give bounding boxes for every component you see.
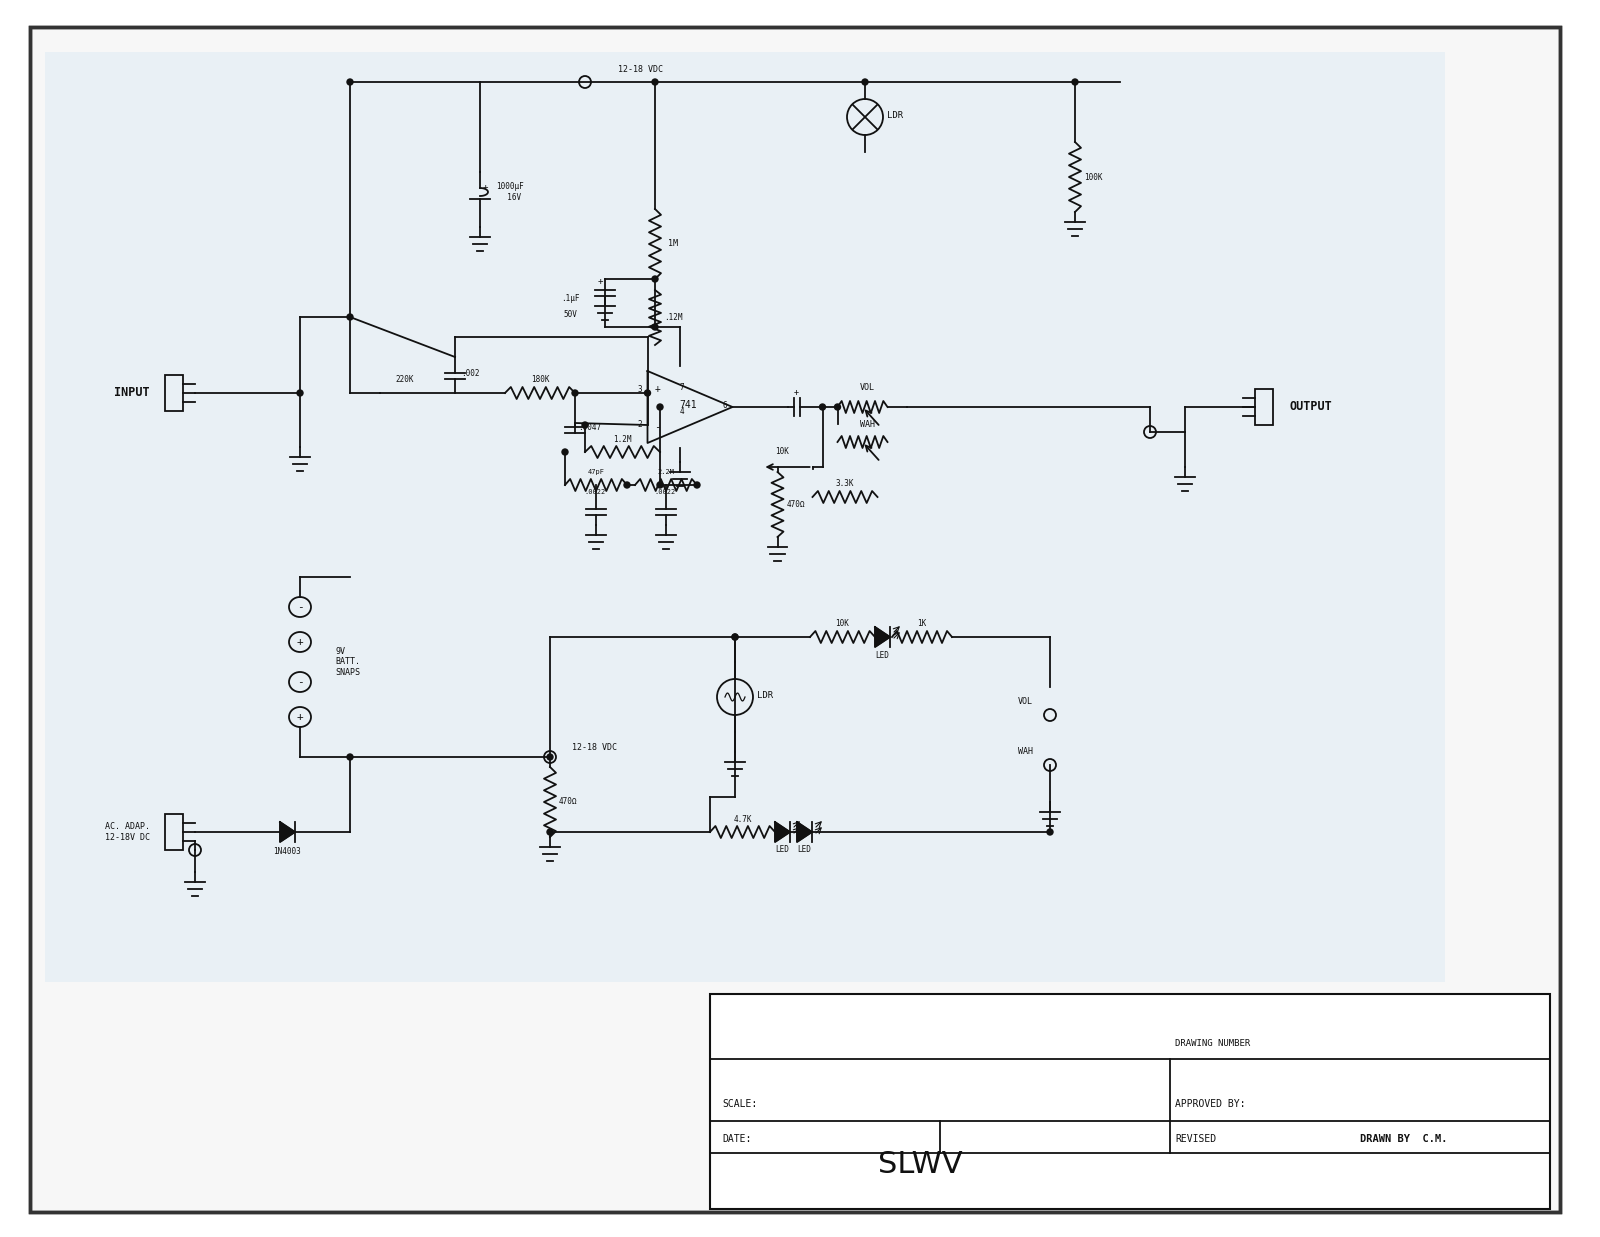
Text: LED: LED xyxy=(875,651,890,659)
Text: REVISED: REVISED xyxy=(1174,1134,1216,1144)
Text: INPUT: INPUT xyxy=(114,386,150,400)
Text: AC. ADAP.
12-18V DC: AC. ADAP. 12-18V DC xyxy=(106,823,150,841)
Circle shape xyxy=(862,79,867,85)
Circle shape xyxy=(347,755,354,760)
Text: 12-18 VDC: 12-18 VDC xyxy=(573,742,618,752)
Circle shape xyxy=(624,482,630,489)
Circle shape xyxy=(653,324,658,330)
Circle shape xyxy=(658,404,662,409)
Text: .002: .002 xyxy=(461,370,480,379)
Text: LDR: LDR xyxy=(757,690,773,699)
Text: +: + xyxy=(296,637,304,647)
Text: 1K: 1K xyxy=(917,620,926,628)
Text: 6: 6 xyxy=(723,401,726,409)
Polygon shape xyxy=(774,823,790,842)
Text: +: + xyxy=(794,388,798,397)
Text: 470Ω: 470Ω xyxy=(558,798,578,807)
Text: 3: 3 xyxy=(638,385,643,393)
Text: 1000μF
  16V: 1000μF 16V xyxy=(496,182,523,202)
Text: 47pF: 47pF xyxy=(587,469,605,475)
Text: APPROVED BY:: APPROVED BY: xyxy=(1174,1098,1245,1110)
Text: SCALE:: SCALE: xyxy=(722,1098,757,1110)
Bar xyxy=(45,52,1445,982)
Circle shape xyxy=(347,314,354,320)
Text: 50V: 50V xyxy=(563,310,578,319)
Text: .12M: .12M xyxy=(664,313,682,322)
Text: 1M: 1M xyxy=(669,240,678,249)
Text: 470Ω: 470Ω xyxy=(786,500,805,508)
Text: -: - xyxy=(654,422,661,432)
Text: 1N4003: 1N4003 xyxy=(274,847,301,856)
Text: .0022: .0022 xyxy=(654,489,675,495)
Bar xyxy=(710,995,1550,1209)
Text: 4.7K: 4.7K xyxy=(733,814,752,824)
Text: LED: LED xyxy=(774,846,789,855)
Circle shape xyxy=(562,449,568,455)
Text: 12-18 VDC: 12-18 VDC xyxy=(618,66,662,74)
Text: 1.2M: 1.2M xyxy=(613,434,632,444)
Circle shape xyxy=(733,635,738,640)
Text: .1μF: .1μF xyxy=(560,294,579,303)
Text: OUTPUT: OUTPUT xyxy=(1290,401,1333,413)
Circle shape xyxy=(653,276,658,282)
Text: +: + xyxy=(654,383,661,395)
Text: 4: 4 xyxy=(680,407,685,417)
Text: 220K: 220K xyxy=(395,376,414,385)
Text: DRAWN BY  C.M.: DRAWN BY C.M. xyxy=(1360,1134,1448,1144)
Circle shape xyxy=(1072,79,1078,85)
Text: +: + xyxy=(296,713,304,722)
Text: LDR: LDR xyxy=(886,110,902,120)
Circle shape xyxy=(547,829,554,835)
Text: 2.2M: 2.2M xyxy=(658,469,675,475)
Text: WAH: WAH xyxy=(861,421,875,429)
Circle shape xyxy=(694,482,701,489)
Polygon shape xyxy=(797,823,811,842)
Text: VOL: VOL xyxy=(1018,698,1032,706)
Bar xyxy=(165,814,182,850)
Circle shape xyxy=(582,422,589,428)
Text: 7: 7 xyxy=(680,382,685,391)
Bar xyxy=(165,375,182,411)
Circle shape xyxy=(347,79,354,85)
Text: 180K: 180K xyxy=(531,376,549,385)
Circle shape xyxy=(645,390,651,396)
Text: 10K: 10K xyxy=(776,448,789,456)
Text: 2: 2 xyxy=(638,421,643,429)
Text: -: - xyxy=(296,677,304,687)
Polygon shape xyxy=(875,627,890,647)
Text: WAH: WAH xyxy=(1018,747,1032,757)
Text: -: - xyxy=(296,602,304,612)
Text: 9V
BATT.
SNAPS: 9V BATT. SNAPS xyxy=(334,647,360,677)
Text: 741: 741 xyxy=(678,400,698,409)
Circle shape xyxy=(1046,829,1053,835)
Circle shape xyxy=(653,79,658,85)
Circle shape xyxy=(298,390,302,396)
Text: +: + xyxy=(482,183,488,192)
Text: DRAWING NUMBER: DRAWING NUMBER xyxy=(1174,1039,1250,1049)
Text: DATE:: DATE: xyxy=(722,1134,752,1144)
Text: SLWV: SLWV xyxy=(878,1150,962,1179)
Bar xyxy=(1254,388,1274,426)
Circle shape xyxy=(733,635,738,640)
Circle shape xyxy=(658,482,662,489)
Text: .0047: .0047 xyxy=(579,423,602,432)
Polygon shape xyxy=(280,823,294,842)
Text: 3.3K: 3.3K xyxy=(835,480,854,489)
Circle shape xyxy=(573,390,578,396)
Text: VOL: VOL xyxy=(861,382,875,391)
Text: +: + xyxy=(597,277,603,287)
Circle shape xyxy=(547,755,554,760)
Circle shape xyxy=(819,404,826,409)
Text: 100K: 100K xyxy=(1083,172,1102,182)
Text: .0022: .0022 xyxy=(584,489,606,495)
Circle shape xyxy=(835,404,840,409)
Text: LED: LED xyxy=(797,846,811,855)
Text: 10K: 10K xyxy=(835,620,850,628)
